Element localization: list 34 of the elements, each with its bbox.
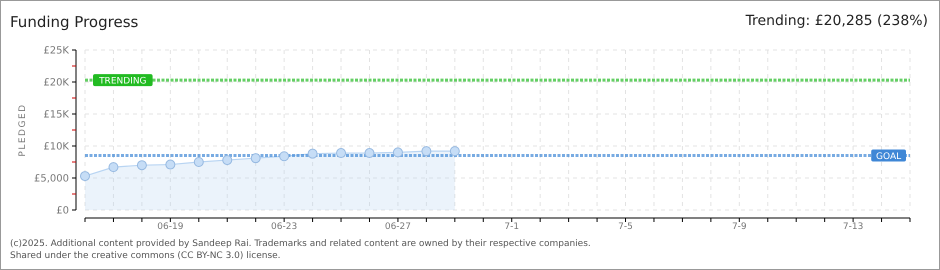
point [421, 146, 432, 156]
y-tick-label: £25K [43, 46, 70, 56]
point [250, 153, 261, 164]
point [279, 151, 290, 162]
ref-line-label: TRENDING [98, 76, 147, 87]
point [364, 148, 374, 158]
chart-title: Funding Progress [10, 13, 139, 31]
x-tick-label: 06-23 [271, 222, 298, 232]
point [308, 148, 318, 159]
point [392, 147, 403, 158]
y-axis-title: PLEDGED [18, 103, 28, 157]
point [450, 146, 460, 156]
text: Shared under the creative commons (CC BY-NC 3.0) license. [10, 251, 281, 261]
x-tick-label: 06-27 [384, 222, 412, 232]
point [80, 171, 90, 182]
x-tick-label: 7-1 [504, 222, 520, 232]
point [108, 162, 118, 172]
text: (c)2025. Additional content provided by Sandeep Rai. Trademarks and related content are owned by their respective companies. [10, 239, 591, 249]
point [165, 160, 176, 170]
y-tick-label: £15K [43, 110, 70, 120]
x-tick-label: 7-5 [618, 222, 633, 232]
chart-subtitle: Trending: £20,285 (238%) [744, 13, 928, 29]
x-tick-label: 7-9 [732, 222, 747, 232]
y-tick-label: £10K [43, 142, 70, 152]
point [194, 157, 204, 167]
point [222, 155, 232, 166]
ref-line-label: GOAL [876, 152, 902, 162]
point [136, 160, 147, 170]
y-tick-label: £0 [56, 206, 69, 216]
point [336, 148, 346, 158]
x-tick-label: 7-13 [842, 222, 864, 232]
x-tick-label: 06-19 [157, 222, 184, 232]
y-tick-label: £5,000 [34, 174, 69, 184]
y-tick-label: £20K [43, 78, 70, 88]
